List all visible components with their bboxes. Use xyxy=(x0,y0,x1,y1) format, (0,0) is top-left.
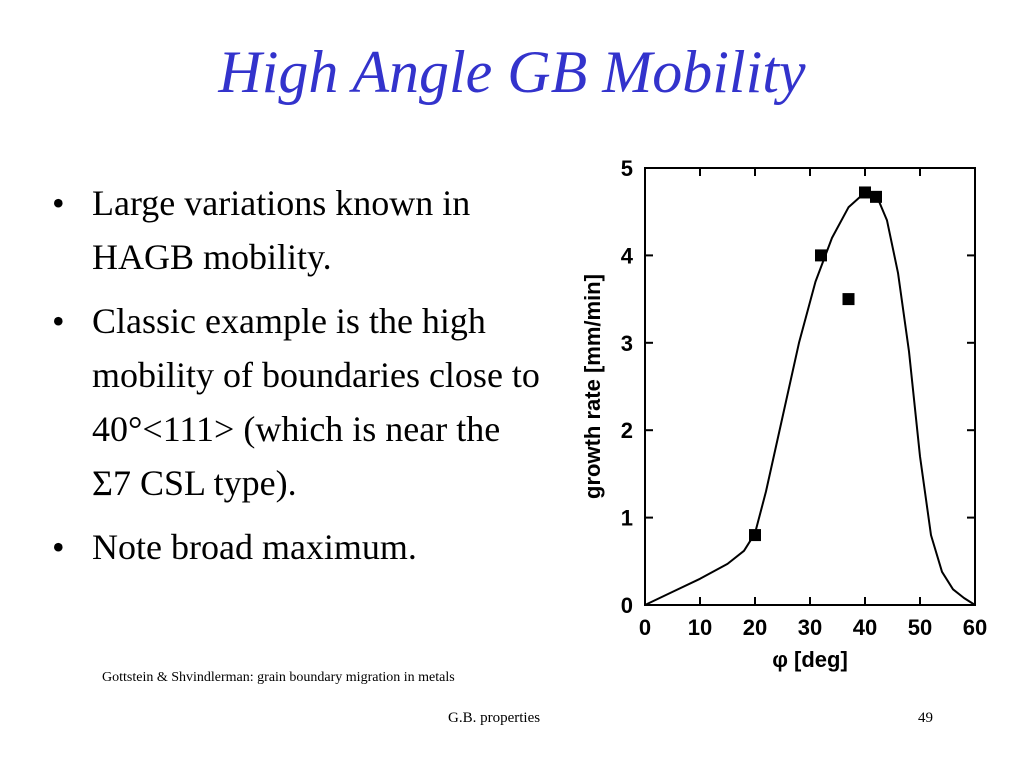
bullet-text: Note broad maximum. xyxy=(92,527,417,567)
bullet-item: • Note broad maximum. xyxy=(52,520,542,574)
bullet-text: Large variations known in HAGB mobility. xyxy=(92,183,471,277)
y-tick-label: 4 xyxy=(621,243,634,268)
plot-border xyxy=(644,167,976,606)
x-axis-title: φ [deg] xyxy=(772,647,848,672)
x-tick-label: 30 xyxy=(798,615,822,640)
data-point xyxy=(749,529,761,542)
axis-ticks: 0 10 20 30 40 50 60 0 1 2 3 4 5 xyxy=(621,156,987,640)
x-tick-label: 0 xyxy=(639,615,651,640)
bullet-glyph: • xyxy=(52,301,65,341)
bullet-glyph: • xyxy=(52,527,65,567)
data-points xyxy=(749,186,882,542)
y-tick-label: 0 xyxy=(621,593,633,618)
page-number: 49 xyxy=(918,710,933,726)
x-tick-label: 60 xyxy=(963,615,987,640)
plot-frame xyxy=(644,167,976,606)
footer-text: G.B. properties xyxy=(448,710,541,726)
data-point xyxy=(870,190,882,203)
growth-rate-chart: 0 10 20 30 40 50 60 0 1 2 3 4 5 φ [deg] growth rate … xyxy=(580,156,987,672)
bullet-glyph: • xyxy=(52,183,65,223)
data-point xyxy=(859,186,871,199)
y-axis-title: growth rate [mm/min] xyxy=(580,274,605,499)
y-tick-label: 2 xyxy=(621,418,633,443)
bullet-item: • Classic example is the high mobility o… xyxy=(52,294,542,510)
fit-curve xyxy=(644,191,976,606)
y-tick-label: 3 xyxy=(621,331,633,356)
data-point xyxy=(842,293,855,306)
x-tick-label: 40 xyxy=(853,615,877,640)
x-tick-label: 20 xyxy=(743,615,767,640)
y-tick-label: 5 xyxy=(621,156,633,181)
x-tick-label: 10 xyxy=(688,615,712,640)
y-tick-label: 1 xyxy=(621,506,633,531)
bullet-text: Classic example is the high mobility of … xyxy=(92,301,540,503)
citation: Gottstein & Shvindlerman: grain boundary… xyxy=(102,670,455,685)
bullet-list: • Large variations known in HAGB mobilit… xyxy=(52,176,542,584)
bullet-item: • Large variations known in HAGB mobilit… xyxy=(52,176,542,284)
slide-title: High Angle GB Mobility xyxy=(218,39,806,105)
data-point xyxy=(815,249,827,262)
x-tick-label: 50 xyxy=(908,615,932,640)
curve-line xyxy=(644,191,976,606)
